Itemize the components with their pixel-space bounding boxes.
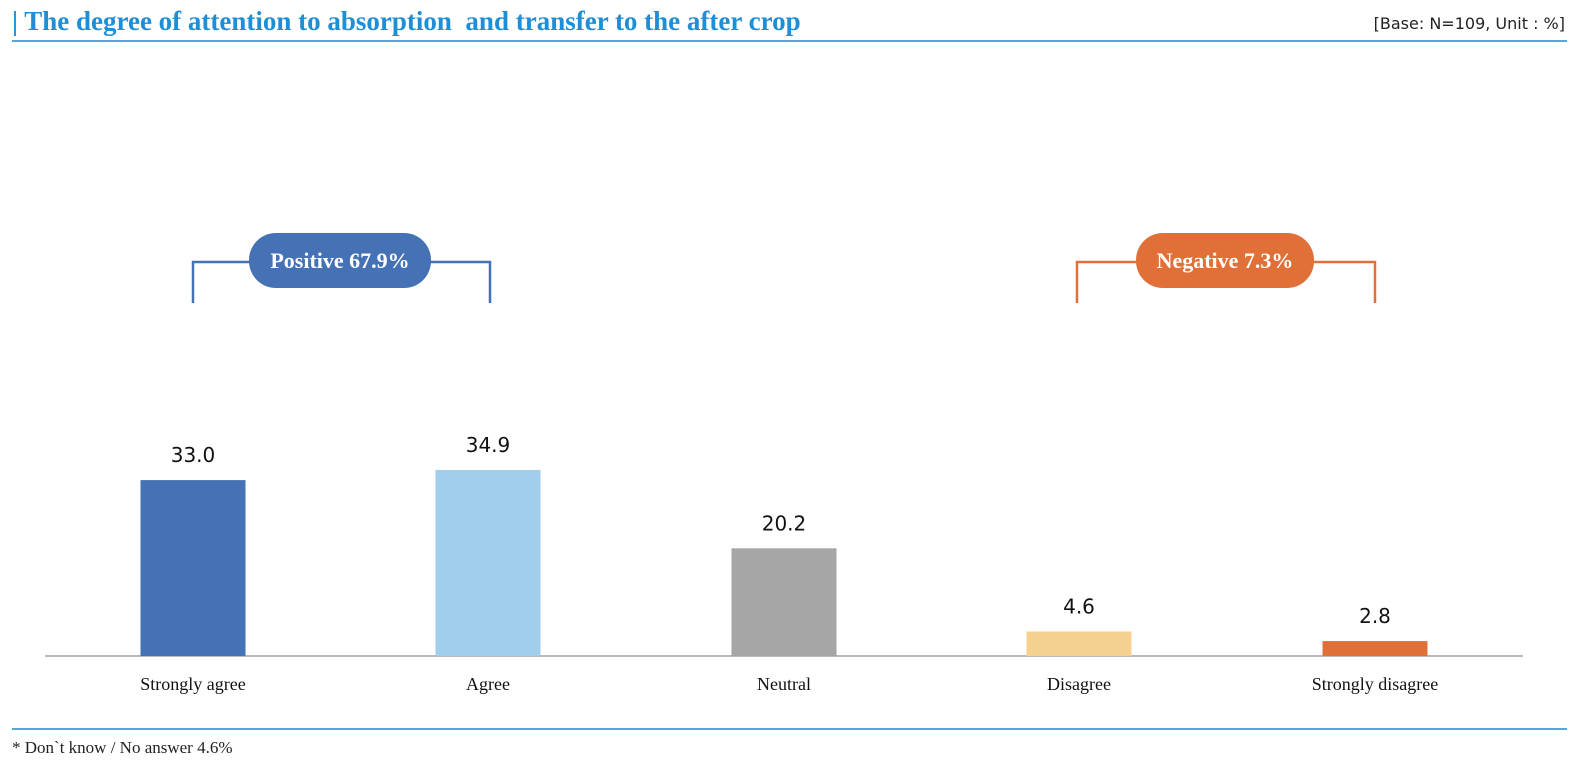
category-label: Strongly disagree bbox=[1312, 674, 1438, 694]
base-note: [Base: N=109, Unit : %] bbox=[1373, 14, 1565, 33]
data-label: 2.8 bbox=[1359, 604, 1391, 628]
data-label: 20.2 bbox=[762, 511, 807, 535]
positive-label: Positive 67.9% bbox=[270, 248, 409, 273]
bar-agree bbox=[435, 469, 541, 656]
negative-bracket: Negative 7.3% bbox=[1075, 233, 1377, 303]
bar-neutral bbox=[731, 548, 837, 656]
header-divider bbox=[12, 40, 1567, 42]
bar-strongly-agree bbox=[140, 480, 246, 656]
footer-divider bbox=[12, 728, 1567, 730]
category-label: Agree bbox=[466, 674, 510, 694]
category-label: Strongly agree bbox=[140, 674, 245, 694]
category-label: Disagree bbox=[1047, 674, 1111, 694]
data-label: 4.6 bbox=[1063, 594, 1095, 618]
chart-title: | The degree of attention to absorption … bbox=[12, 6, 801, 36]
data-label: 34.9 bbox=[466, 433, 511, 457]
negative-label: Negative 7.3% bbox=[1157, 248, 1294, 273]
bar-strongly-disagree bbox=[1322, 641, 1428, 656]
bar-disagree bbox=[1026, 631, 1132, 656]
data-label: 33.0 bbox=[171, 443, 216, 467]
positive-bracket: Positive 67.9% bbox=[191, 233, 492, 303]
category-label: Neutral bbox=[757, 674, 811, 694]
footnote: * Don`t know / No answer 4.6% bbox=[12, 738, 233, 757]
